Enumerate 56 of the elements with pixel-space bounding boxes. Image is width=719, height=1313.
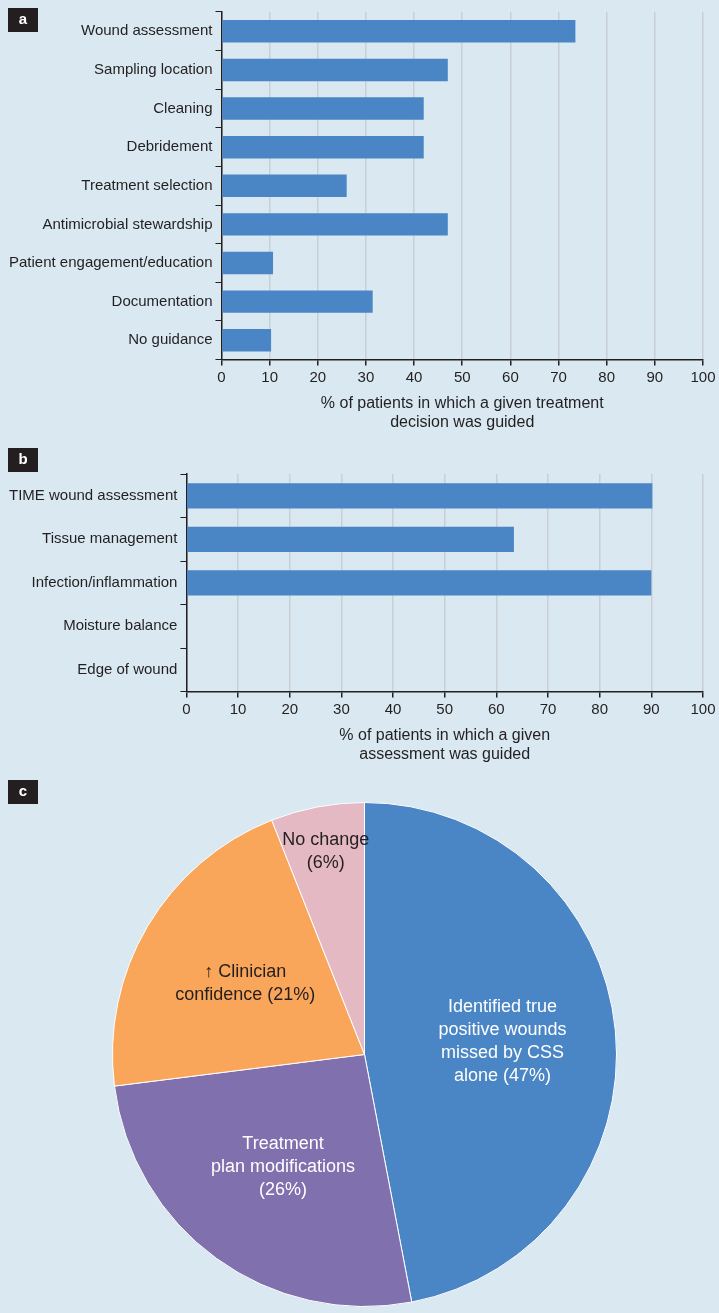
x-axis-title: % of patients in which a given treatment decision was guided [320, 393, 605, 430]
y-tick-label: Sampling location [94, 60, 213, 78]
bar [222, 290, 373, 313]
x-tick-label: 20 [309, 367, 327, 385]
slice-label: Treatment plan modifications (26%) [210, 1132, 356, 1199]
chart-title: c [8, 780, 38, 804]
slice-label: Identified true positive wounds missed by CSS alone (47%) [438, 995, 567, 1085]
x-tick-label: 80 [598, 367, 616, 385]
y-tick-label: No guidance [128, 330, 213, 348]
y-tick-label: Infection/inflammation [31, 572, 178, 590]
x-tick-label: 60 [502, 367, 519, 385]
y-tick-label: Moisture balance [63, 616, 178, 634]
x-tick-label: 0 [217, 367, 226, 385]
x-tick-label: 50 [436, 699, 454, 717]
bar [222, 174, 347, 197]
bar [222, 251, 274, 275]
x-axis-title: % of patients in which a given assessment was guided [339, 725, 551, 762]
y-tick-label: Edge of wound [77, 659, 178, 677]
x-tick-label: 30 [357, 367, 375, 385]
slice-label: ↑ Clinician confidence (21%) [175, 961, 316, 1005]
y-tick-label: Tissue management [42, 529, 179, 547]
x-tick-label: 80 [591, 699, 609, 717]
y-tick-label: Wound assessment [81, 21, 214, 39]
x-tick-label: 10 [229, 699, 247, 717]
bar [222, 135, 424, 159]
bar [222, 58, 448, 82]
y-tick-label: TIME wound assessment [8, 485, 179, 503]
x-tick-label: 90 [646, 367, 664, 385]
bar [222, 329, 272, 352]
y-tick-label: Documentation [111, 291, 213, 309]
x-tick-label: 60 [488, 699, 505, 717]
x-tick-label: 70 [550, 367, 567, 385]
y-tick-label: Treatment selection [81, 175, 213, 193]
x-tick-label: 50 [453, 367, 471, 385]
x-tick-label: 10 [261, 367, 278, 385]
x-tick-label: 20 [281, 699, 299, 717]
y-tick-label: Patient engagement/education [8, 253, 213, 271]
bar [187, 526, 514, 552]
x-tick-label: 100 [690, 699, 716, 717]
x-tick-label: 100 [690, 367, 716, 385]
y-tick-label: Cleaning [153, 98, 213, 116]
bar [187, 483, 653, 509]
bar [187, 570, 652, 596]
text: b [8, 448, 38, 472]
bar [222, 213, 448, 236]
x-tick-label: 70 [539, 699, 557, 717]
x-tick-label: 40 [384, 699, 402, 717]
bar [222, 20, 576, 43]
x-tick-label: 0 [182, 699, 191, 717]
text: a [8, 8, 38, 32]
y-tick-label: Debridement [126, 137, 214, 155]
x-tick-label: 40 [405, 367, 423, 385]
x-tick-label: 30 [333, 699, 350, 717]
y-tick-label: Antimicrobial stewardship [42, 214, 213, 232]
bar [222, 97, 424, 120]
x-tick-label: 90 [643, 699, 660, 717]
